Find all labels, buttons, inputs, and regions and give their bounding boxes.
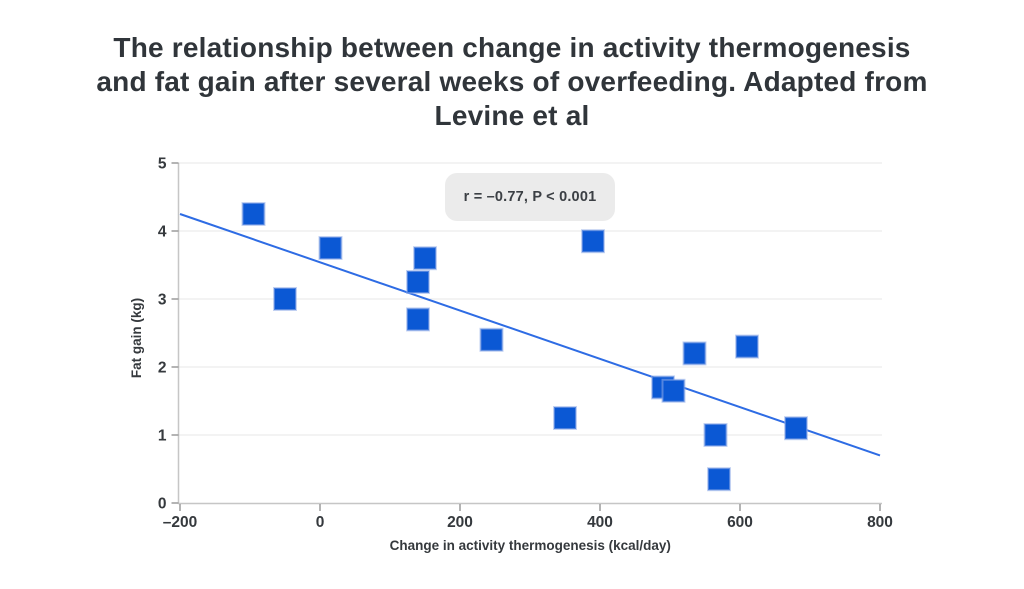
data-point-marker	[735, 334, 759, 359]
data-point-marker	[784, 416, 808, 441]
data-point-marker	[682, 341, 707, 366]
data-point-marker	[318, 236, 343, 260]
chart-title-line-3: Levine et al	[434, 100, 590, 131]
y-axis-title: Fat gain (kg)	[129, 298, 144, 378]
data-point-marker	[273, 287, 297, 311]
y-tick-label: 2	[158, 360, 167, 377]
data-point-marker	[553, 406, 577, 430]
data-point-marker	[479, 327, 504, 352]
y-tick-label: 0	[158, 496, 167, 513]
x-tick-label: –200	[163, 514, 197, 531]
x-tick-label: 400	[587, 514, 613, 531]
y-tick-label: 4	[158, 224, 167, 241]
x-tick-label: 800	[867, 514, 893, 531]
y-tick-label: 5	[158, 156, 167, 173]
x-tick-label: 600	[727, 514, 753, 531]
data-point-marker	[413, 246, 437, 271]
y-tick-label: 1	[158, 428, 167, 445]
chart-title: The relationship between change in activ…	[0, 31, 1024, 133]
chart-title-line-2: and fat gain after several weeks of over…	[96, 66, 928, 97]
chart-title-line-1: The relationship between change in activ…	[113, 32, 911, 63]
correlation-annotation: r = –0.77, P < 0.001	[445, 173, 615, 221]
data-point-marker	[581, 229, 605, 254]
y-tick-label: 3	[158, 292, 167, 309]
data-point-marker	[707, 467, 731, 492]
data-point-marker	[406, 307, 430, 332]
trend-line	[179, 213, 881, 457]
x-tick-label: 200	[447, 514, 473, 531]
data-point-marker	[406, 270, 430, 294]
x-tick-label: 0	[316, 514, 325, 531]
data-point-marker	[241, 202, 266, 226]
x-axis-title: Change in activity thermogenesis (kcal/d…	[390, 538, 671, 553]
data-point-marker	[661, 378, 686, 403]
data-point-marker	[703, 423, 728, 447]
